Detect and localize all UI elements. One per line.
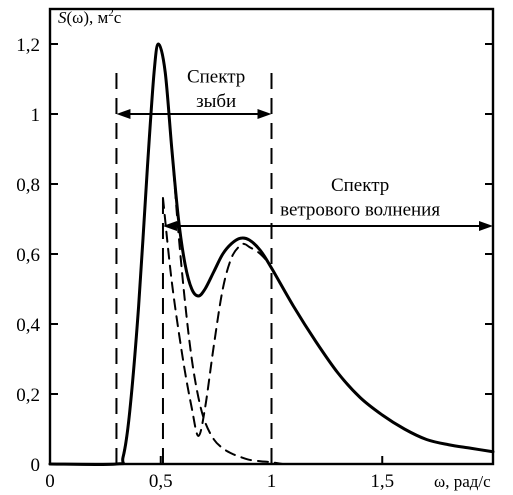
arrow-head [116,109,131,119]
range-label-text: зыби [196,91,236,112]
arrow-head [162,221,177,231]
x-tick-label: 1 [267,471,277,492]
y-axis-label-sup: 2 [108,7,114,19]
x-axis-label: ω, рад/с [434,472,491,491]
y-tick-label: 0,2 [16,385,40,406]
chart-annotations: Спектр зыби Спектр ветрового волнения [116,67,493,231]
y-tick-label: 1,2 [16,35,40,56]
y-tick-label: 0,6 [16,245,40,266]
range-label-text: Спектр [331,175,389,196]
arrow-head [479,221,493,231]
chart-ticks: 0 0,5 1 1,5 0 0,2 0,4 0,6 0,8 1 1,2 [16,35,493,492]
y-tick-label: 0 [31,455,41,476]
arrow-head [257,109,272,119]
chart-marks [48,42,495,467]
x-tick-label: 0 [45,471,55,492]
y-tick-label: 1 [31,105,41,126]
x-tick-label: 0,5 [149,471,173,492]
y-axis-label-tail: с [114,8,122,27]
x-tick-label: 1,5 [370,471,394,492]
series-line-2 [122,43,284,465]
y-tick-label: 0,4 [16,315,40,336]
y-axis-label-arg: (ω), м [67,8,109,27]
range-annotation-2: Спектр ветрового волнения [162,175,493,231]
range-label-text: ветрового волнения [280,200,440,221]
y-axis-label: S(ω), м2с [58,7,122,27]
range-annotation-1: Спектр зыби [116,67,272,119]
y-axis-label-symbol: S [58,8,67,27]
y-tick-label: 0,8 [16,175,40,196]
range-label-text: Спектр [187,67,245,88]
series-line-3 [161,197,494,453]
chart-labels: S(ω), м2с ω, рад/с [58,7,491,491]
